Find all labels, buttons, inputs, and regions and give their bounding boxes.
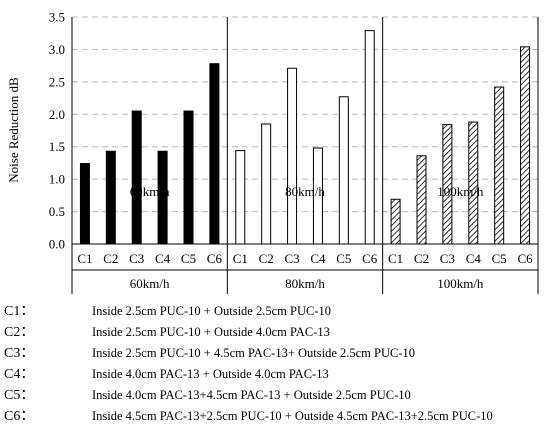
legend-item-c1: C1： Inside 2.5cm PUC-10 + Outside 2.5cm …	[0, 301, 550, 322]
gridlines	[72, 16, 538, 213]
group-axis-label: 100km/h	[437, 276, 484, 291]
x-tick-label: C1	[388, 251, 403, 266]
y-tick-label: 1.5	[49, 139, 65, 154]
group-label: 100km/h	[437, 184, 484, 199]
bar-c6	[520, 46, 531, 245]
bar-c5	[338, 96, 349, 245]
x-tick-label: C3	[129, 251, 144, 266]
x-tick-label: C6	[362, 251, 378, 266]
x-tick-label: C4	[310, 251, 326, 266]
bar-c3	[287, 67, 298, 245]
bar-c2	[416, 155, 427, 245]
legend-item-c3: C3： Inside 2.5cm PUC-10 + 4.5cm PAC-13+ …	[0, 343, 550, 364]
group-axis-label: 60km/h	[130, 276, 170, 291]
legend-item-c4: C4： Inside 4.0cm PAC-13 + Outside 4.0cm …	[0, 364, 550, 385]
x-tick-label: C5	[336, 251, 351, 266]
legend-code: C1：	[4, 304, 35, 319]
y-tick-label: 2.5	[49, 74, 65, 89]
bar-c5	[494, 86, 505, 245]
y-tick-label: 0.5	[49, 204, 65, 219]
x-tick-label: C1	[233, 251, 248, 266]
legend-description: Inside 4.5cm PAC-13+2.5cm PUC-10 + Outsi…	[92, 409, 493, 423]
legend-description: Inside 4.0cm PAC-13 + Outside 4.0cm PAC-…	[92, 367, 329, 381]
bar-c1	[235, 150, 246, 245]
axes	[71, 17, 539, 294]
legend-code: C6：	[4, 409, 35, 424]
legend-description: Inside 2.5cm PUC-10 + 4.5cm PAC-13+ Outs…	[92, 346, 416, 360]
legend-code: C2：	[4, 325, 35, 340]
axis-labels: 0.0 0.5 1.0 1.5 2.0 2.5 3.0 3.5 60km/h 60km/h C1 C2…	[49, 10, 533, 292]
x-tick-label: C3	[284, 251, 299, 266]
y-tick-label: 0.0	[49, 237, 65, 252]
legend-code: C4：	[4, 367, 35, 382]
bar-c2	[105, 150, 116, 245]
y-tick-label: 3.0	[49, 42, 65, 57]
legend-description: Inside 2.5cm PUC-10 + Outside 4.0cm PAC-…	[92, 325, 330, 339]
bar-c1	[79, 163, 90, 245]
x-tick-label: C3	[440, 251, 455, 266]
x-tick-label: C5	[492, 251, 507, 266]
x-tick-label: C6	[207, 251, 223, 266]
legend-item-c2: C2： Inside 2.5cm PUC-10 + Outside 4.0cm …	[0, 322, 550, 343]
y-axis-title: Noise Reduction dB	[6, 77, 21, 183]
legend-description: Inside 4.0cm PAC-13+4.5cm PAC-13 + Outsi…	[92, 388, 411, 402]
legend-item-c5: C5： Inside 4.0cm PAC-13+4.5cm PAC-13 + O…	[0, 385, 550, 406]
x-tick-label: C4	[466, 251, 482, 266]
bar-c2	[261, 123, 272, 245]
x-tick-label: C4	[155, 251, 171, 266]
legend-code: C5：	[4, 388, 35, 403]
x-tick-label: C5	[181, 251, 196, 266]
legend-description: Inside 2.5cm PUC-10 + Outside 2.5cm PUC-…	[92, 304, 331, 318]
group-axis-label: 80km/h	[285, 276, 325, 291]
legend-item-c6: C6： Inside 4.5cm PAC-13+2.5cm PUC-10 + O…	[0, 406, 550, 427]
bar-c6	[209, 63, 220, 245]
bar-c3	[131, 110, 142, 245]
legend-code: C3：	[4, 346, 35, 361]
x-tick-label: C2	[414, 251, 429, 266]
y-tick-label: 1.0	[49, 172, 65, 187]
bar-c1	[390, 198, 401, 245]
bars	[79, 30, 531, 245]
y-tick-label: 2.0	[49, 107, 65, 122]
group-label: 60km/h	[130, 184, 170, 199]
x-tick-label: C2	[103, 251, 118, 266]
group-label: 80km/h	[285, 184, 325, 199]
x-tick-label: C2	[259, 251, 274, 266]
x-tick-label: C1	[77, 251, 92, 266]
y-tick-label: 3.5	[49, 10, 65, 25]
bar-c6	[364, 30, 375, 245]
noise-reduction-chart: 0.0 0.5 1.0 1.5 2.0 2.5 3.0 3.5 60km/h 60km/h C1 C2…	[6, 10, 539, 294]
x-tick-label: C6	[517, 251, 533, 266]
bar-c5	[183, 110, 194, 245]
